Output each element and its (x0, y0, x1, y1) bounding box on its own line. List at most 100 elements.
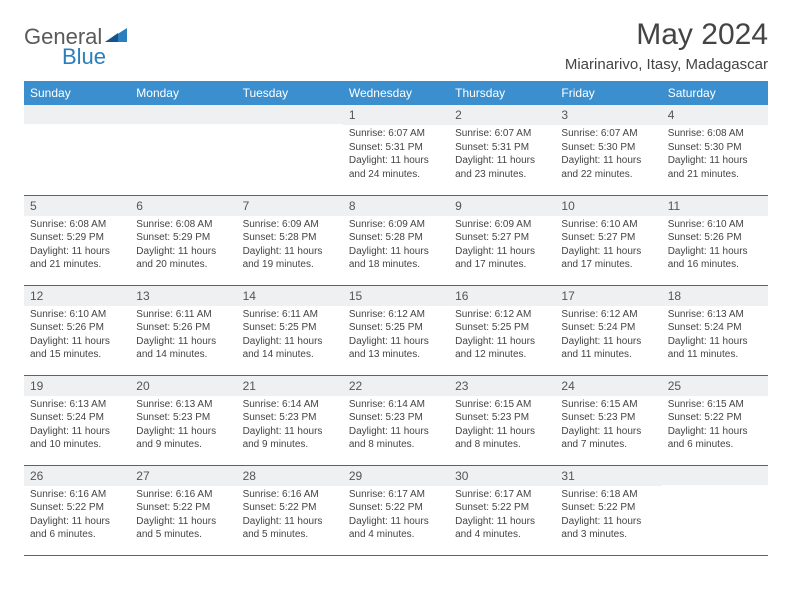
day-cell-23: 23Sunrise: 6:15 AMSunset: 5:23 PMDayligh… (449, 375, 555, 465)
day-number-empty (24, 105, 130, 124)
dow-tuesday: Tuesday (237, 81, 343, 105)
day-number: 23 (449, 376, 555, 396)
logo: GeneralBlue (24, 18, 127, 70)
day-cell-empty (130, 105, 236, 195)
day-cell-3: 3Sunrise: 6:07 AMSunset: 5:30 PMDaylight… (555, 105, 661, 195)
day-cell-empty (24, 105, 130, 195)
location-text: Miarinarivo, Itasy, Madagascar (565, 56, 768, 73)
day-details: Sunrise: 6:15 AMSunset: 5:23 PMDaylight:… (555, 396, 661, 456)
day-number: 7 (237, 196, 343, 216)
day-number: 27 (130, 466, 236, 486)
day-number: 24 (555, 376, 661, 396)
day-details: Sunrise: 6:07 AMSunset: 5:30 PMDaylight:… (555, 125, 661, 185)
day-details: Sunrise: 6:12 AMSunset: 5:25 PMDaylight:… (449, 306, 555, 366)
page-header: GeneralBlue May 2024 Miarinarivo, Itasy,… (24, 18, 768, 73)
day-number: 10 (555, 196, 661, 216)
day-details: Sunrise: 6:13 AMSunset: 5:23 PMDaylight:… (130, 396, 236, 456)
day-details: Sunrise: 6:10 AMSunset: 5:26 PMDaylight:… (662, 216, 768, 276)
month-title: May 2024 (565, 18, 768, 52)
day-details: Sunrise: 6:11 AMSunset: 5:26 PMDaylight:… (130, 306, 236, 366)
day-details: Sunrise: 6:13 AMSunset: 5:24 PMDaylight:… (662, 306, 768, 366)
day-details: Sunrise: 6:08 AMSunset: 5:29 PMDaylight:… (130, 216, 236, 276)
day-number: 15 (343, 286, 449, 306)
dow-saturday: Saturday (662, 81, 768, 105)
day-cell-19: 19Sunrise: 6:13 AMSunset: 5:24 PMDayligh… (24, 375, 130, 465)
day-details: Sunrise: 6:09 AMSunset: 5:27 PMDaylight:… (449, 216, 555, 276)
day-details: Sunrise: 6:09 AMSunset: 5:28 PMDaylight:… (343, 216, 449, 276)
day-cell-empty (237, 105, 343, 195)
day-number: 3 (555, 105, 661, 125)
calendar-week-row: 5Sunrise: 6:08 AMSunset: 5:29 PMDaylight… (24, 195, 768, 285)
day-number: 30 (449, 466, 555, 486)
day-number-empty (662, 466, 768, 485)
day-cell-2: 2Sunrise: 6:07 AMSunset: 5:31 PMDaylight… (449, 105, 555, 195)
day-number: 26 (24, 466, 130, 486)
day-details: Sunrise: 6:10 AMSunset: 5:27 PMDaylight:… (555, 216, 661, 276)
day-cell-31: 31Sunrise: 6:18 AMSunset: 5:22 PMDayligh… (555, 465, 661, 555)
day-number: 11 (662, 196, 768, 216)
day-cell-24: 24Sunrise: 6:15 AMSunset: 5:23 PMDayligh… (555, 375, 661, 465)
dow-friday: Friday (555, 81, 661, 105)
day-number: 18 (662, 286, 768, 306)
calendar-week-row: 12Sunrise: 6:10 AMSunset: 5:26 PMDayligh… (24, 285, 768, 375)
day-details: Sunrise: 6:10 AMSunset: 5:26 PMDaylight:… (24, 306, 130, 366)
day-details: Sunrise: 6:12 AMSunset: 5:24 PMDaylight:… (555, 306, 661, 366)
day-number: 1 (343, 105, 449, 125)
day-cell-21: 21Sunrise: 6:14 AMSunset: 5:23 PMDayligh… (237, 375, 343, 465)
day-number: 31 (555, 466, 661, 486)
day-cell-17: 17Sunrise: 6:12 AMSunset: 5:24 PMDayligh… (555, 285, 661, 375)
day-cell-29: 29Sunrise: 6:17 AMSunset: 5:22 PMDayligh… (343, 465, 449, 555)
day-cell-1: 1Sunrise: 6:07 AMSunset: 5:31 PMDaylight… (343, 105, 449, 195)
day-number-empty (130, 105, 236, 124)
day-number: 2 (449, 105, 555, 125)
calendar-week-row: 26Sunrise: 6:16 AMSunset: 5:22 PMDayligh… (24, 465, 768, 555)
day-number: 8 (343, 196, 449, 216)
day-cell-10: 10Sunrise: 6:10 AMSunset: 5:27 PMDayligh… (555, 195, 661, 285)
day-details: Sunrise: 6:16 AMSunset: 5:22 PMDaylight:… (24, 486, 130, 546)
day-details: Sunrise: 6:18 AMSunset: 5:22 PMDaylight:… (555, 486, 661, 546)
dow-wednesday: Wednesday (343, 81, 449, 105)
day-cell-14: 14Sunrise: 6:11 AMSunset: 5:25 PMDayligh… (237, 285, 343, 375)
calendar-table: SundayMondayTuesdayWednesdayThursdayFrid… (24, 81, 768, 556)
calendar-page: GeneralBlue May 2024 Miarinarivo, Itasy,… (0, 0, 792, 556)
day-number: 14 (237, 286, 343, 306)
logo-text-blue: Blue (24, 44, 106, 70)
day-details: Sunrise: 6:09 AMSunset: 5:28 PMDaylight:… (237, 216, 343, 276)
day-cell-13: 13Sunrise: 6:11 AMSunset: 5:26 PMDayligh… (130, 285, 236, 375)
day-number: 13 (130, 286, 236, 306)
day-cell-5: 5Sunrise: 6:08 AMSunset: 5:29 PMDaylight… (24, 195, 130, 285)
day-details: Sunrise: 6:13 AMSunset: 5:24 PMDaylight:… (24, 396, 130, 456)
day-cell-26: 26Sunrise: 6:16 AMSunset: 5:22 PMDayligh… (24, 465, 130, 555)
day-details: Sunrise: 6:12 AMSunset: 5:25 PMDaylight:… (343, 306, 449, 366)
day-cell-20: 20Sunrise: 6:13 AMSunset: 5:23 PMDayligh… (130, 375, 236, 465)
day-cell-11: 11Sunrise: 6:10 AMSunset: 5:26 PMDayligh… (662, 195, 768, 285)
day-cell-28: 28Sunrise: 6:16 AMSunset: 5:22 PMDayligh… (237, 465, 343, 555)
day-number: 17 (555, 286, 661, 306)
day-details: Sunrise: 6:15 AMSunset: 5:22 PMDaylight:… (662, 396, 768, 456)
day-number: 20 (130, 376, 236, 396)
day-number: 21 (237, 376, 343, 396)
title-block: May 2024 Miarinarivo, Itasy, Madagascar (565, 18, 768, 73)
day-cell-25: 25Sunrise: 6:15 AMSunset: 5:22 PMDayligh… (662, 375, 768, 465)
calendar-week-row: 19Sunrise: 6:13 AMSunset: 5:24 PMDayligh… (24, 375, 768, 465)
day-details: Sunrise: 6:16 AMSunset: 5:22 PMDaylight:… (237, 486, 343, 546)
day-cell-9: 9Sunrise: 6:09 AMSunset: 5:27 PMDaylight… (449, 195, 555, 285)
day-cell-4: 4Sunrise: 6:08 AMSunset: 5:30 PMDaylight… (662, 105, 768, 195)
day-number: 9 (449, 196, 555, 216)
day-number: 29 (343, 466, 449, 486)
day-number: 16 (449, 286, 555, 306)
day-details: Sunrise: 6:14 AMSunset: 5:23 PMDaylight:… (237, 396, 343, 456)
day-details: Sunrise: 6:15 AMSunset: 5:23 PMDaylight:… (449, 396, 555, 456)
day-cell-6: 6Sunrise: 6:08 AMSunset: 5:29 PMDaylight… (130, 195, 236, 285)
day-details: Sunrise: 6:11 AMSunset: 5:25 PMDaylight:… (237, 306, 343, 366)
day-cell-15: 15Sunrise: 6:12 AMSunset: 5:25 PMDayligh… (343, 285, 449, 375)
day-cell-18: 18Sunrise: 6:13 AMSunset: 5:24 PMDayligh… (662, 285, 768, 375)
day-details: Sunrise: 6:07 AMSunset: 5:31 PMDaylight:… (449, 125, 555, 185)
day-of-week-row: SundayMondayTuesdayWednesdayThursdayFrid… (24, 81, 768, 105)
day-number: 6 (130, 196, 236, 216)
day-cell-8: 8Sunrise: 6:09 AMSunset: 5:28 PMDaylight… (343, 195, 449, 285)
calendar-body: 1Sunrise: 6:07 AMSunset: 5:31 PMDaylight… (24, 105, 768, 555)
day-cell-empty (662, 465, 768, 555)
day-details: Sunrise: 6:16 AMSunset: 5:22 PMDaylight:… (130, 486, 236, 546)
day-number: 22 (343, 376, 449, 396)
